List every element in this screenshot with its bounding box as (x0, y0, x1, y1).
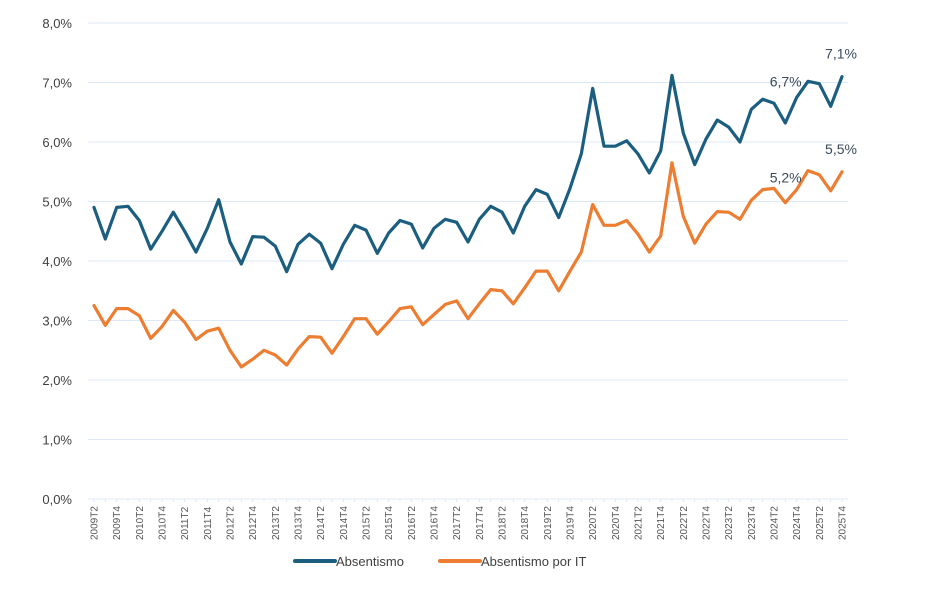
x-tick-label: 2016T4 (430, 506, 441, 540)
x-tick-label: 2017T2 (452, 506, 463, 540)
series-line-absentismo (94, 75, 842, 271)
gridlines (88, 23, 848, 499)
x-tick-label: 2019T4 (566, 506, 577, 540)
x-tick-label: 2021T2 (634, 506, 645, 540)
x-tick-label: 2011T2 (180, 506, 191, 540)
x-tick-label: 2015T4 (384, 506, 395, 540)
x-tick-label: 2021T4 (656, 506, 667, 540)
y-tick-label: 6,0% (42, 135, 72, 150)
legend: Absentismo Absentismo por IT (295, 554, 587, 569)
y-tick-label: 2,0% (42, 373, 72, 388)
data-label: 7,1% (825, 46, 857, 62)
x-tick-label: 2015T2 (362, 506, 373, 540)
data-label: 6,7% (770, 73, 802, 89)
legend-label: Absentismo (336, 554, 404, 569)
y-tick-label: 4,0% (42, 254, 72, 269)
x-tick-label: 2023T2 (724, 506, 735, 540)
x-tick-label: 2009T2 (90, 506, 101, 540)
x-tick-label: 2024T2 (770, 506, 781, 540)
x-tick-label: 2016T2 (407, 506, 418, 540)
y-tick-label: 8,0% (42, 16, 72, 31)
x-tick-label: 2025T2 (815, 506, 826, 540)
x-tick-label: 2013T4 (294, 506, 305, 540)
y-tick-label: 7,0% (42, 76, 72, 91)
y-tick-label: 5,0% (42, 195, 72, 210)
x-tick-label: 2010T2 (135, 506, 146, 540)
x-tick-label: 2025T4 (838, 506, 849, 540)
x-tick-label: 2012T2 (226, 506, 237, 540)
data-label: 5,5% (825, 141, 857, 157)
x-tick-label: 2013T2 (271, 506, 282, 540)
x-tick-label: 2018T4 (520, 506, 531, 540)
x-tick-label: 2024T4 (792, 506, 803, 540)
legend-label: Absentismo por IT (481, 554, 587, 569)
y-tick-label: 0,0% (42, 492, 72, 507)
y-tick-label: 3,0% (42, 314, 72, 329)
x-tick-label: 2018T2 (498, 506, 509, 540)
x-tick-label: 2017T4 (475, 506, 486, 540)
x-tick-label: 2014T4 (339, 506, 350, 540)
y-tick-label: 1,0% (42, 433, 72, 448)
data-label: 5,2% (770, 170, 802, 186)
x-tick-label: 2022T2 (679, 506, 690, 540)
x-tick-label: 2011T4 (203, 506, 214, 540)
x-tick-label: 2019T2 (543, 506, 554, 540)
x-tick-label: 2023T4 (747, 506, 758, 540)
series-lines (94, 75, 842, 367)
x-tick-label: 2020T4 (611, 506, 622, 540)
x-tick-label: 2009T4 (112, 506, 123, 540)
x-tick-label: 2010T4 (158, 506, 169, 540)
x-axis: 2009T2 2009T4 2010T2 2010T4 2011T2 2011T4 2012… (90, 499, 849, 540)
series-line-absentismo-por-it (94, 163, 842, 367)
x-tick-label: 2022T4 (702, 506, 713, 540)
x-tick-label: 2012T4 (248, 506, 259, 540)
x-tick-label: 2014T2 (316, 506, 327, 540)
y-axis: 0,0% 1,0% 2,0% 3,0% 4,0% 5,0% 6,0% 7,0% 8,0% (42, 16, 72, 507)
x-tick-label: 2020T2 (588, 506, 599, 540)
